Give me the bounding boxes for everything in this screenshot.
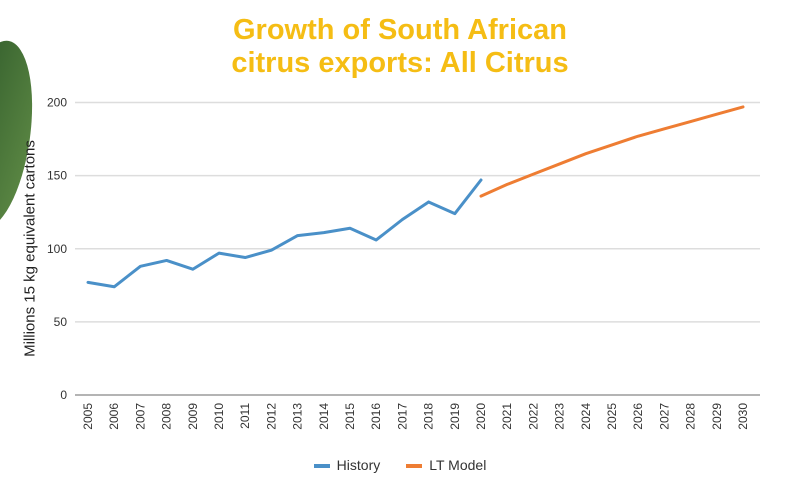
data-point <box>401 218 404 221</box>
data-point <box>86 281 90 284</box>
x-tick-label: 2006 <box>107 403 121 430</box>
data-point <box>139 265 142 268</box>
data-point <box>584 152 587 155</box>
x-tick-label: 2009 <box>186 403 200 430</box>
data-point <box>427 200 430 204</box>
chart-title: Growth of South African citrus exports: … <box>0 14 800 80</box>
y-tick-label: 100 <box>47 242 67 256</box>
data-point <box>165 259 168 262</box>
x-tick-label: 2025 <box>605 403 619 430</box>
legend-history: History <box>313 457 381 473</box>
data-point <box>663 127 666 131</box>
data-point <box>191 268 194 271</box>
x-tick-label: 2021 <box>500 403 514 430</box>
data-point <box>244 256 247 259</box>
legend-history-label: History <box>336 457 381 473</box>
x-tick-label: 2028 <box>684 403 698 430</box>
data-point <box>296 234 299 237</box>
title-line-2: citrus exports: All Citrus <box>231 47 569 79</box>
legend-lt-model-swatch <box>406 464 423 469</box>
x-tick-label: 2008 <box>160 403 174 430</box>
data-point <box>715 113 718 116</box>
x-tick-label: 2030 <box>736 403 750 430</box>
data-point <box>217 251 221 255</box>
x-tick-label: 2018 <box>422 403 436 430</box>
x-tick-label: 2005 <box>81 403 95 430</box>
data-point <box>479 194 483 198</box>
title-line-1: Growth of South African <box>232 14 567 46</box>
x-tick-label: 2022 <box>526 403 540 430</box>
x-tick-label: 2013 <box>291 403 305 430</box>
y-tick-label: 0 <box>60 388 67 402</box>
x-tick-label: 2017 <box>395 403 409 430</box>
data-point <box>637 134 640 138</box>
y-tick-label: 50 <box>54 315 68 329</box>
x-tick-label: 2023 <box>553 403 567 430</box>
series-line-history <box>86 178 483 289</box>
x-tick-label: 2014 <box>317 403 331 430</box>
legend-lt-model-label: LT Model <box>429 457 487 473</box>
x-tick-label: 2026 <box>631 403 645 430</box>
series-line-lt-model <box>479 105 745 198</box>
data-point <box>741 105 745 109</box>
x-tick-label: 2019 <box>448 403 462 430</box>
x-tick-label: 2024 <box>579 403 593 430</box>
x-tick-label: 2016 <box>369 403 383 430</box>
data-point <box>270 249 273 252</box>
x-tick-label: 2012 <box>264 403 278 430</box>
data-point <box>113 285 116 288</box>
y-tick-label: 150 <box>47 169 67 183</box>
data-point <box>506 183 509 186</box>
data-point <box>610 143 614 147</box>
legend: History LT Model <box>0 457 800 473</box>
data-point <box>479 178 483 182</box>
data-point <box>375 238 378 242</box>
legend-history-swatch <box>313 464 330 469</box>
legend-lt-model: LT Model <box>406 457 486 473</box>
x-tick-label: 2007 <box>133 403 147 430</box>
x-tick-label: 2011 <box>238 403 252 429</box>
x-tick-label: 2010 <box>212 403 226 430</box>
data-point <box>532 172 535 176</box>
data-point <box>558 162 561 166</box>
data-point <box>689 120 692 123</box>
data-point <box>453 212 456 215</box>
x-tick-label: 2029 <box>710 403 724 430</box>
data-point <box>348 227 352 230</box>
x-tick-label: 2015 <box>343 403 357 430</box>
x-tick-label: 2027 <box>657 403 671 430</box>
data-point <box>322 231 325 234</box>
y-tick-label: 200 <box>47 96 67 110</box>
x-tick-label: 2020 <box>474 403 488 430</box>
